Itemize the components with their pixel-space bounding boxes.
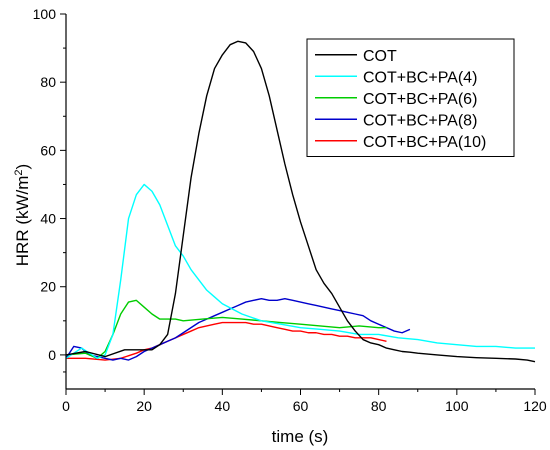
- series-line-cot-bc-pa-8: [65, 297, 411, 361]
- labels-layer: time (s) HRR (kW/m2): [13, 164, 328, 446]
- legend: COT COT+BC+PA(4) COT+BC+PA(6) COT+BC+PA(8) C…: [306, 38, 515, 157]
- x-tick-label: 120: [523, 398, 547, 414]
- x-tick-label: 40: [215, 398, 231, 414]
- legend-label: COT+BC+PA(4): [363, 69, 477, 86]
- x-tick-label: 0: [62, 398, 70, 414]
- x-tick-label: 80: [371, 398, 387, 414]
- y-axis-title: HRR (kW/m2): [13, 164, 32, 266]
- y-axis-title-close: ): [13, 164, 32, 170]
- legend-label: COT+BC+PA(10): [363, 134, 486, 151]
- x-tick-label: 20: [136, 398, 152, 414]
- legend-label: COT+BC+PA(6): [363, 91, 477, 108]
- x-tick-label: 60: [293, 398, 309, 414]
- y-tick-label: 20: [40, 279, 56, 295]
- legend-label: COT+BC+PA(8): [363, 112, 477, 129]
- y-tick-label: 0: [48, 347, 56, 363]
- series-line-cot: [65, 40, 536, 363]
- y-axis-title-main: HRR (kW/m: [13, 176, 32, 267]
- legend-label: COT: [363, 48, 397, 65]
- x-axis-title: time (s): [272, 427, 329, 446]
- y-tick-label: 80: [40, 74, 56, 90]
- series-layer: [65, 40, 536, 363]
- y-axis-title-superscript: 2: [13, 169, 25, 175]
- series-line-cot-bc-pa-4: [65, 183, 535, 360]
- y-tick-label: 60: [40, 142, 56, 158]
- y-tick-label: 40: [40, 211, 56, 227]
- x-tick-label: 100: [445, 398, 469, 414]
- axes-layer: 0 20 40 60 80 100 120 0 20 40 60 80 100: [33, 6, 547, 414]
- y-tick-label: 100: [33, 6, 57, 22]
